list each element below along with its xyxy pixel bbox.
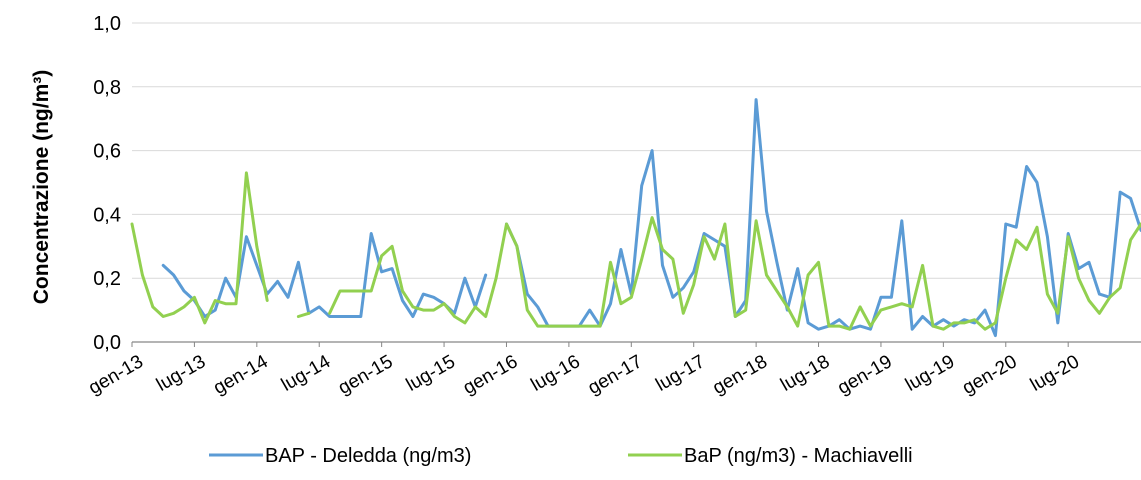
- x-tick-label: gen-14: [210, 351, 272, 399]
- y-tick-label: 0,0: [93, 332, 121, 354]
- x-tick-label: gen-15: [335, 351, 397, 399]
- gridlines: [132, 23, 1141, 342]
- x-tick-label: gen-20: [959, 351, 1021, 399]
- x-tick-label: lug-19: [902, 351, 958, 396]
- x-tick-label: lug-13: [153, 351, 209, 396]
- legend-label: BAP - Deledda (ng/m3): [265, 445, 471, 467]
- series-line-segment: [330, 218, 1141, 330]
- y-tick-label: 0,2: [93, 268, 121, 290]
- x-tick-label: lug-16: [528, 351, 584, 396]
- x-tick-label: lug-18: [777, 351, 833, 396]
- x-tick-label: lug-14: [278, 351, 335, 396]
- series-line-segment: [298, 313, 308, 316]
- series-lines: [132, 100, 1141, 336]
- y-axis-title: Concentrazione (ng/m³): [30, 70, 53, 305]
- y-tick-label: 0,6: [93, 141, 121, 163]
- legend-label: BaP (ng/m3) - Machiavelli: [684, 445, 913, 467]
- x-tick-label: gen-18: [709, 351, 771, 399]
- x-tick-label: gen-16: [460, 351, 522, 399]
- x-tick-label: gen-17: [584, 351, 646, 399]
- x-tick-label: lug-17: [652, 351, 708, 396]
- x-tick-label: lug-15: [403, 351, 459, 396]
- series-line-segment: [163, 234, 486, 317]
- x-tick-label: gen-13: [85, 351, 147, 399]
- x-tick-label: lug-20: [1027, 351, 1083, 396]
- x-tick-label: gen-19: [834, 351, 896, 399]
- series-line-segment: [132, 173, 267, 323]
- y-tick-label: 0,8: [93, 77, 121, 99]
- legend: BAP - Deledda (ng/m3) BaP (ng/m3) - Machi…: [209, 445, 913, 467]
- y-tick-label: 0,4: [93, 204, 121, 226]
- y-tick-label: 1,0: [93, 13, 121, 35]
